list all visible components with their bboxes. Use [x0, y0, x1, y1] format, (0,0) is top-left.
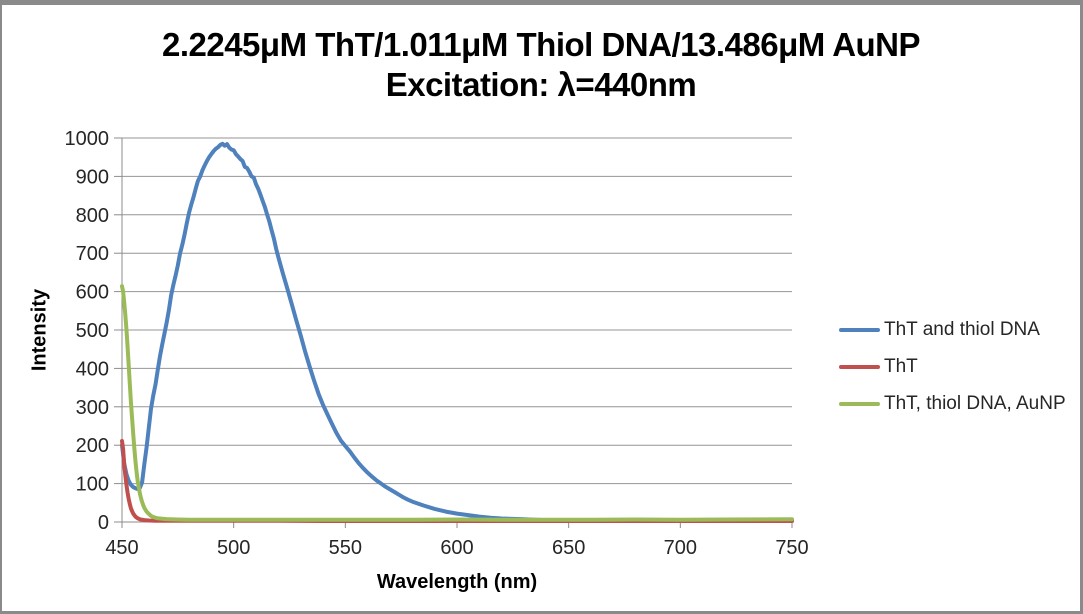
series-line-swatch-red — [839, 364, 880, 369]
series-line-2 — [120, 439, 794, 523]
y-tick-label: 500 — [76, 320, 109, 342]
y-tick-label: 0 — [98, 512, 109, 534]
x-tick-label: 500 — [217, 537, 250, 559]
legend-item-label: ThT — [884, 355, 918, 377]
line-chart-plot: 0 100 200 300 400 500 600 700 800 900 1000 450 500 55… — [65, 128, 809, 559]
legend-item-label: ThT and thiol DNA — [884, 318, 1040, 340]
y-tick-label: 300 — [76, 397, 109, 419]
legend-item: ThT — [839, 348, 1079, 385]
x-tick-label: 700 — [664, 537, 697, 559]
y-axis-title: Intensity — [28, 288, 51, 372]
y-tick-label: 800 — [76, 205, 109, 227]
chart-title-line-2: Excitation: λ=440nm — [385, 66, 697, 103]
legend-item: ThT and thiol DNA — [839, 311, 1079, 348]
x-tick-label: 650 — [552, 537, 585, 559]
y-tick-label: 600 — [76, 282, 109, 304]
y-tick-label: 900 — [76, 166, 109, 188]
y-tick-label: 200 — [76, 435, 109, 457]
legend-item: ThT, thiol DNA, AuNP — [839, 385, 1079, 422]
x-tick-label: 450 — [105, 537, 138, 559]
series-line-3 — [120, 284, 794, 522]
series-line-1 — [120, 141, 794, 523]
x-tick-label: 550 — [329, 537, 362, 559]
series-line-swatch-blue — [839, 327, 880, 332]
chart-title: 2.2245μM ThT/1.011μM Thiol DNA/13.486μM … — [2, 25, 1080, 105]
legend: ThT and thiol DNA ThT ThT, thiol DNA, Au… — [839, 311, 1079, 422]
y-tick-label: 100 — [76, 474, 109, 496]
series-line-swatch-green — [839, 401, 880, 406]
y-tick-label: 400 — [76, 358, 109, 380]
y-tick-label: 700 — [76, 243, 109, 265]
chart-title-line-1: 2.2245μM ThT/1.011μM Thiol DNA/13.486μM … — [161, 26, 921, 63]
legend-item-label: ThT, thiol DNA, AuNP — [884, 392, 1066, 414]
y-tick-label: 1000 — [65, 128, 110, 150]
x-tick-label: 600 — [440, 537, 473, 559]
x-axis-title: Wavelength (nm) — [376, 571, 538, 593]
x-tick-label: 750 — [775, 537, 808, 559]
